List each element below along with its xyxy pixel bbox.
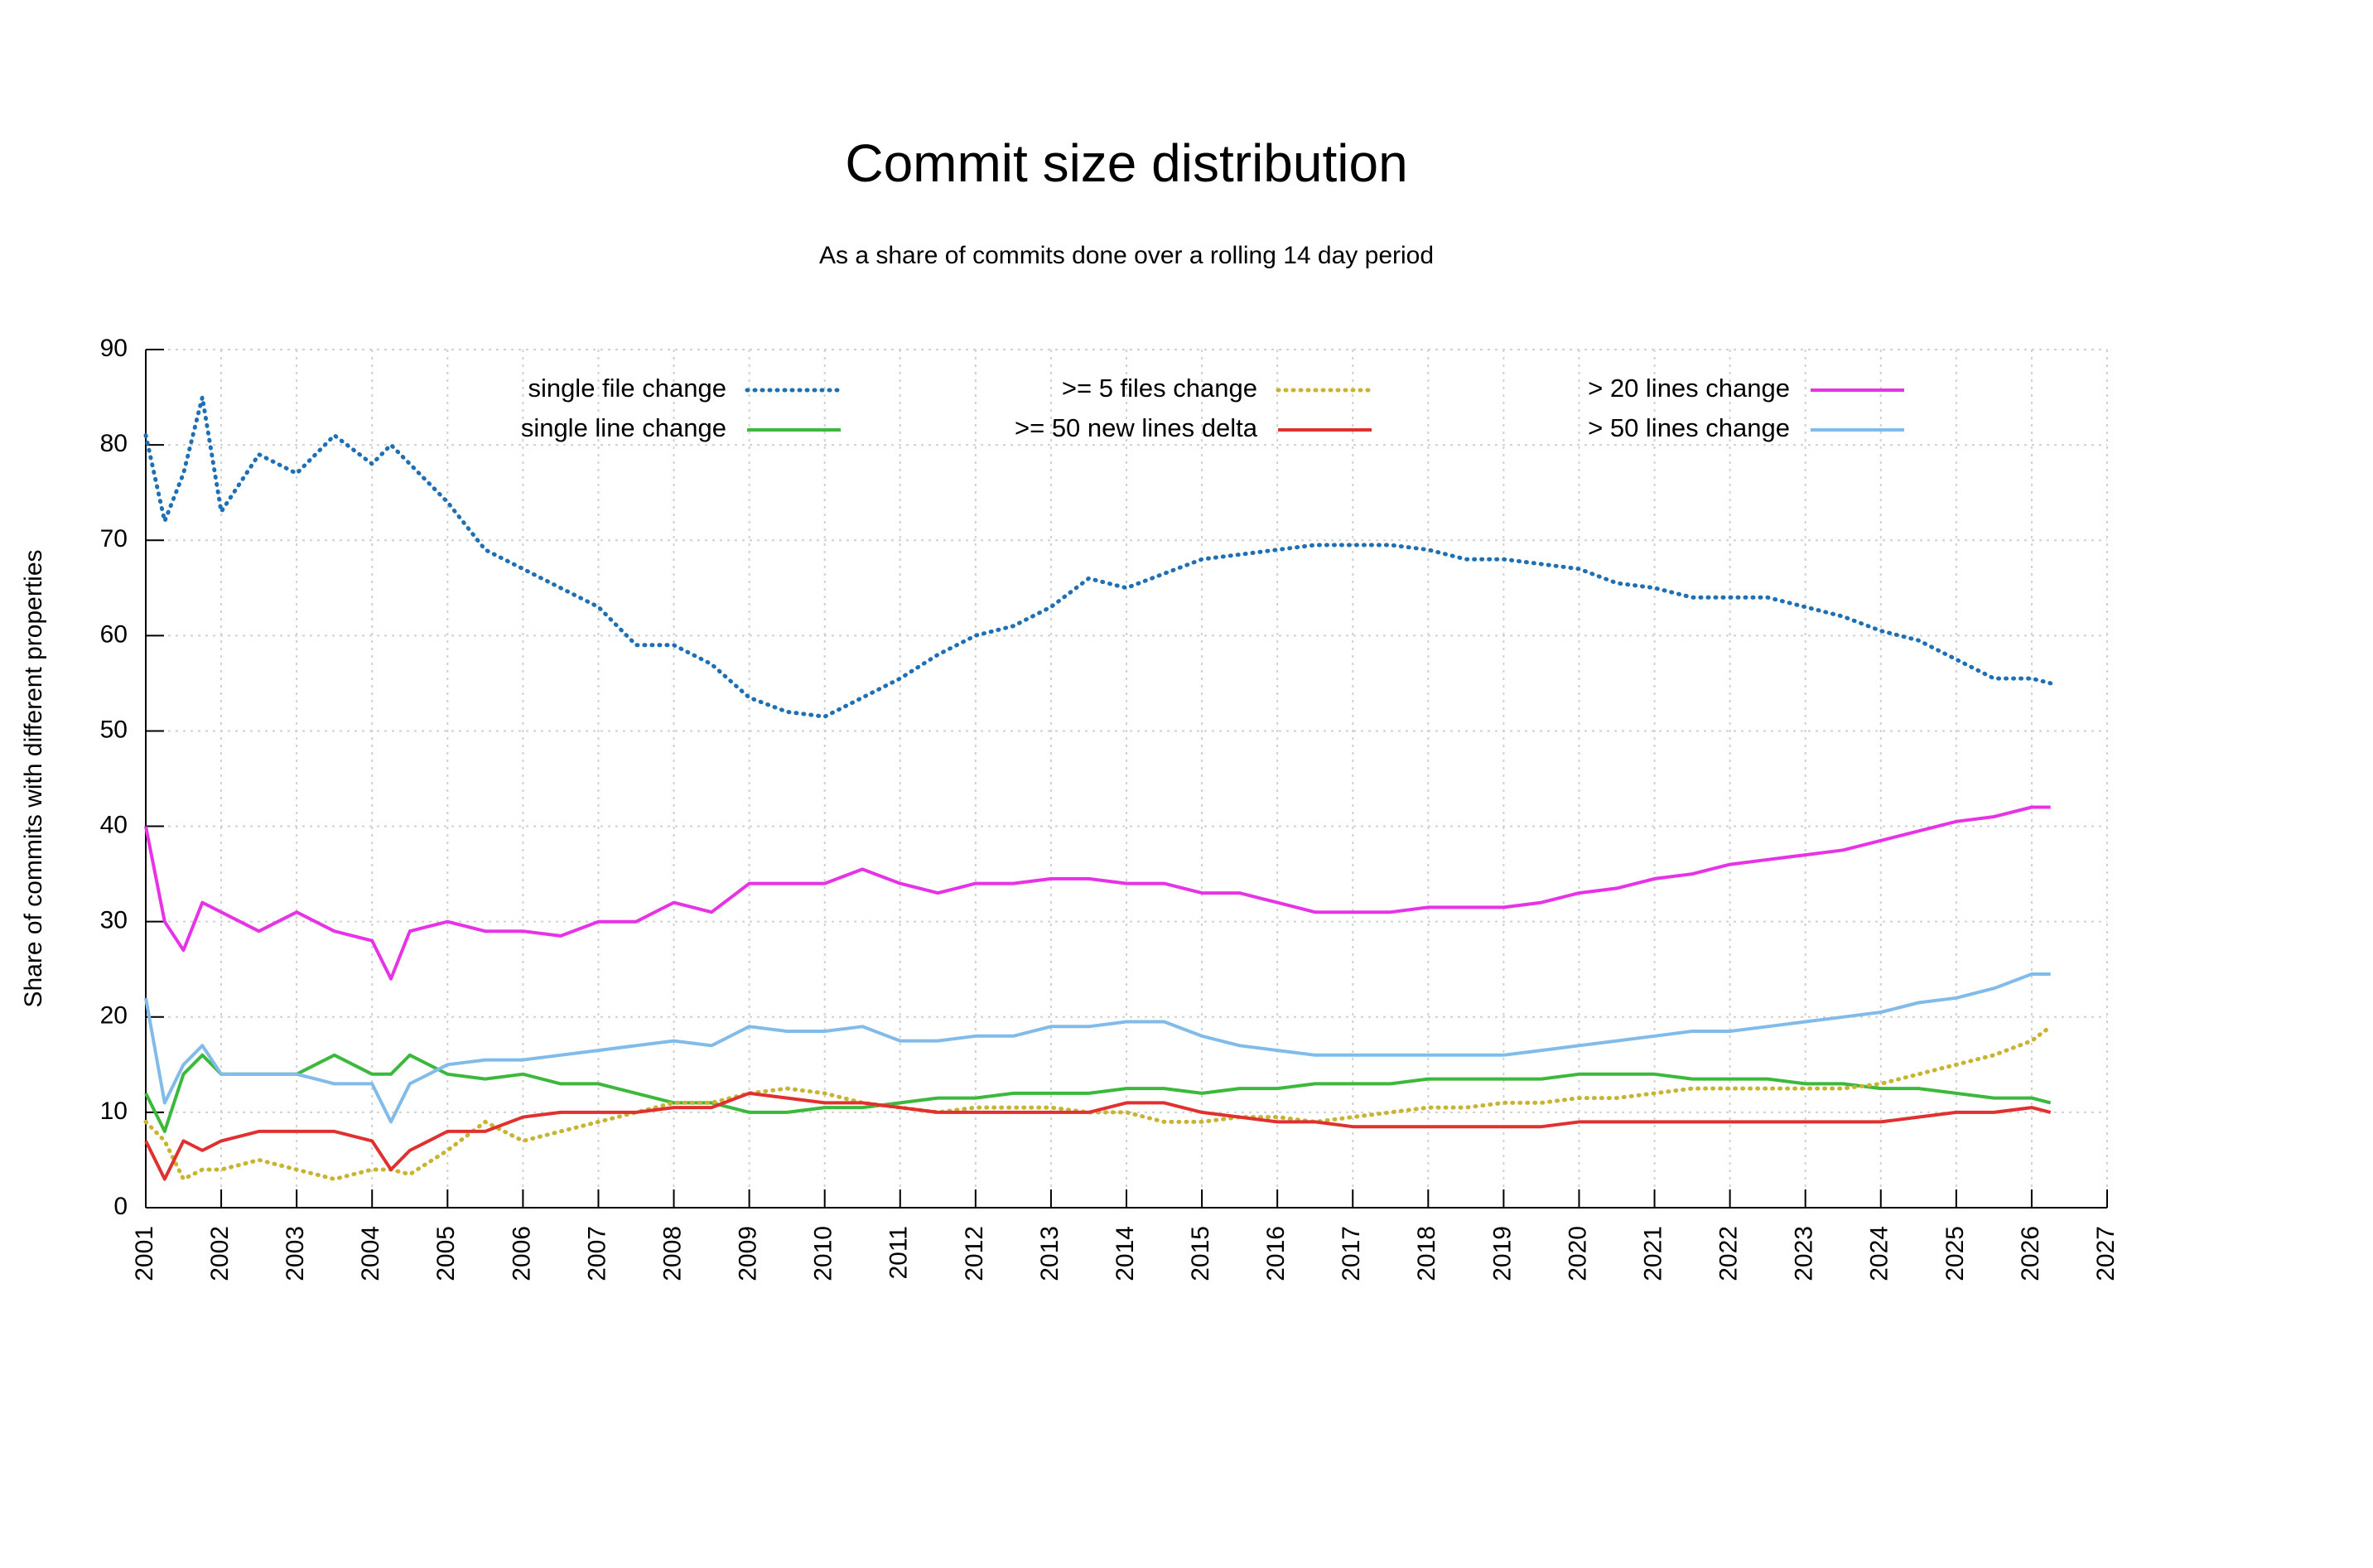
legend-label: >= 50 new lines delta (1015, 413, 1258, 442)
x-tick-label: 2019 (1488, 1226, 1516, 1281)
legend-label: >= 5 files change (1062, 374, 1257, 403)
x-tick-label: 2009 (735, 1226, 762, 1281)
legend-label: > 50 lines change (1588, 413, 1790, 442)
x-tick-label: 2006 (508, 1226, 535, 1281)
x-tick-label: 2005 (432, 1226, 460, 1281)
y-tick-label: 20 (100, 1002, 128, 1030)
x-tick-label: 2017 (1338, 1226, 1365, 1281)
x-tick-label: 2026 (2017, 1226, 2044, 1281)
x-tick-label: 2014 (1112, 1226, 1139, 1281)
y-tick-label: 90 (100, 335, 128, 362)
x-tick-label: 2018 (1413, 1226, 1440, 1281)
x-tick-label: 2002 (206, 1226, 234, 1281)
y-tick-label: 50 (100, 716, 128, 743)
series-line (144, 972, 2051, 1124)
y-tick-label: 0 (113, 1193, 128, 1220)
x-tick-label: 2021 (1639, 1226, 1666, 1281)
x-tick-label: 2003 (282, 1226, 309, 1281)
x-tick-label: 2008 (658, 1226, 686, 1281)
x-tick-label: 2011 (885, 1226, 913, 1280)
series-line (144, 805, 2051, 981)
series-line (143, 396, 2053, 719)
x-tick-label: 2007 (583, 1226, 610, 1281)
series-line (144, 1091, 2052, 1181)
y-tick-label: 30 (100, 907, 128, 934)
x-tick-label: 2015 (1187, 1226, 1214, 1281)
y-axis-label: Share of commits with different properti… (20, 549, 47, 1007)
chart-title: Commit size distribution (845, 133, 1407, 193)
y-tick-label: 10 (100, 1098, 128, 1125)
x-tick-label: 2027 (2092, 1226, 2120, 1281)
legend-label: single line change (521, 413, 726, 442)
y-tick-label: 60 (100, 620, 128, 648)
x-tick-label: 2020 (1564, 1226, 1591, 1281)
x-tick-label: 2016 (1262, 1226, 1290, 1281)
y-tick-label: 80 (100, 430, 128, 457)
x-tick-label: 2012 (961, 1226, 988, 1281)
x-tick-label: 2022 (1715, 1226, 1743, 1281)
x-tick-label: 2013 (1036, 1226, 1064, 1281)
x-tick-label: 2004 (357, 1226, 384, 1281)
series-line (144, 1053, 2052, 1133)
x-tick-label: 2001 (131, 1226, 158, 1281)
y-tick-label: 40 (100, 811, 128, 838)
series-line (143, 1024, 2053, 1182)
legend-label: > 20 lines change (1588, 374, 1790, 403)
x-tick-label: 2024 (1866, 1226, 1893, 1281)
x-tick-label: 2010 (810, 1226, 837, 1281)
y-tick-label: 70 (100, 525, 128, 552)
chart-subtitle: As a share of commits done over a rollin… (819, 242, 1434, 269)
x-tick-label: 2025 (1941, 1226, 1969, 1281)
legend-label: single file change (528, 374, 726, 403)
x-tick-label: 2023 (1791, 1226, 1818, 1281)
